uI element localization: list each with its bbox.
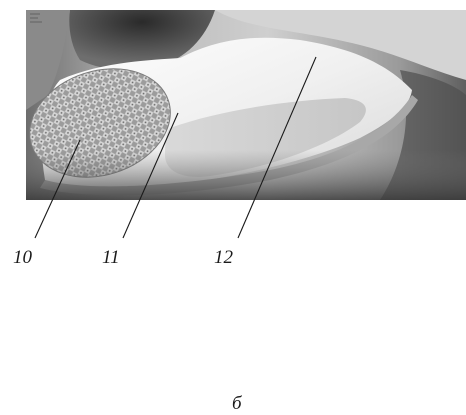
panel-letter: б (232, 393, 243, 414)
callout-label-10: 10 (13, 247, 33, 268)
callout-label-11: 11 (102, 247, 120, 268)
leader-line-10 (34, 139, 81, 239)
photograph (26, 10, 466, 200)
leader-line-12 (237, 56, 317, 239)
leader-line-11 (122, 112, 179, 239)
callout-label-12: 12 (214, 247, 234, 268)
